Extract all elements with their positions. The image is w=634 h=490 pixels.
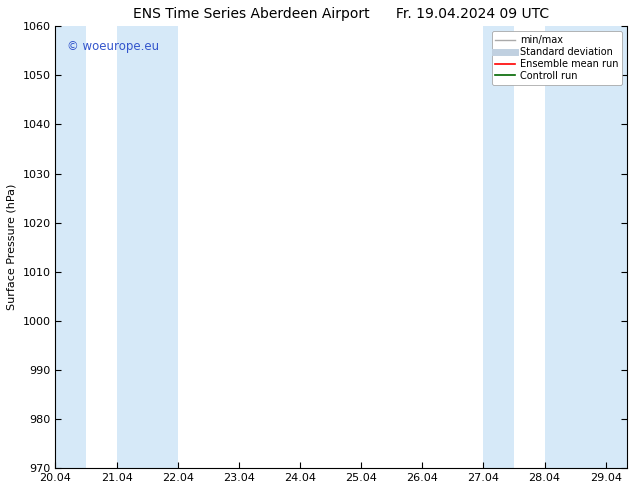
Text: © woeurope.eu: © woeurope.eu bbox=[67, 40, 159, 52]
Legend: min/max, Standard deviation, Ensemble mean run, Controll run: min/max, Standard deviation, Ensemble me… bbox=[491, 31, 622, 85]
Bar bbox=[605, 26, 627, 468]
Title: ENS Time Series Aberdeen Airport      Fr. 19.04.2024 09 UTC: ENS Time Series Aberdeen Airport Fr. 19.… bbox=[133, 7, 549, 21]
Bar bbox=[56, 26, 86, 468]
Bar bbox=[545, 26, 605, 468]
Bar bbox=[483, 26, 514, 468]
Bar bbox=[117, 26, 178, 468]
Y-axis label: Surface Pressure (hPa): Surface Pressure (hPa) bbox=[7, 184, 17, 311]
